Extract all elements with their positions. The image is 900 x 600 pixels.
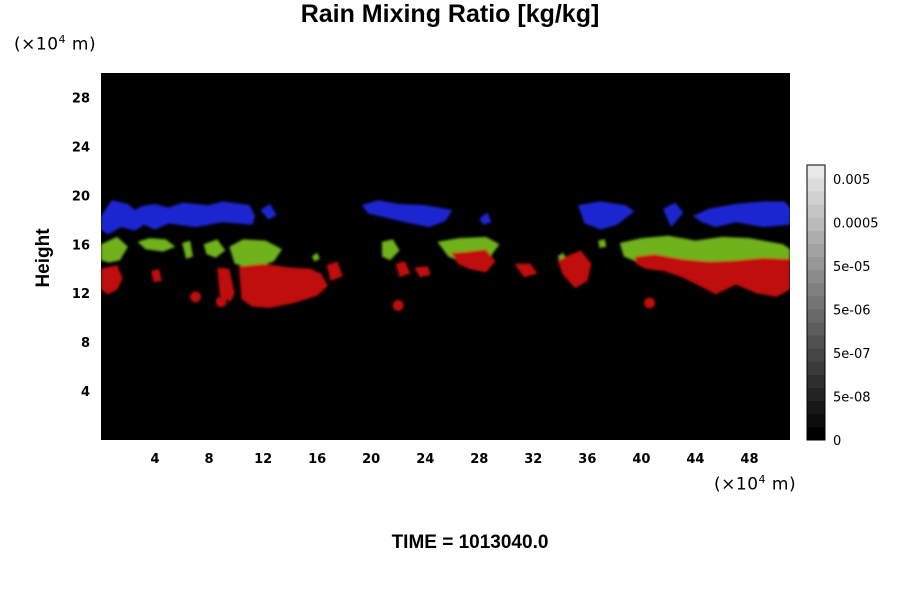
colorbar-label: 5e-08 <box>833 391 871 406</box>
region-green-12 <box>311 252 320 262</box>
x-unit-exponent: 4 <box>758 473 767 486</box>
region-red-20 <box>217 267 235 302</box>
colorbar-band <box>807 413 825 428</box>
region-green-7 <box>101 236 128 263</box>
region-red-22 <box>326 261 343 281</box>
colorbar-band <box>807 322 825 336</box>
colorbar-label: 5e-05 <box>833 260 871 275</box>
region-green-8 <box>137 238 176 252</box>
colorbar-band <box>807 400 825 415</box>
region-red-19 <box>151 268 162 283</box>
colorbar: 0 5e-08 5e-07 5e-06 5e-05 0.0005 0.005 <box>806 164 879 449</box>
colorbar-band <box>807 282 825 297</box>
region-green-16 <box>598 239 607 248</box>
x-tick-label: 4 <box>151 452 160 467</box>
colorbar-band <box>807 348 825 362</box>
region-green-13 <box>382 239 400 261</box>
colorbar-label: 0.005 <box>833 173 870 188</box>
region-red-24 <box>414 266 431 278</box>
colorbar-frame <box>806 164 826 441</box>
x-tick-label: 20 <box>362 452 380 467</box>
x-tick-label: 28 <box>470 452 488 467</box>
region-speck-2 <box>392 300 404 311</box>
rain-regions <box>101 200 790 311</box>
x-tick-label: 44 <box>686 452 704 467</box>
colorbar-label: 5e-06 <box>833 304 871 319</box>
colorbar-band <box>807 387 825 402</box>
x-tick-label: 32 <box>524 452 542 467</box>
colorbar-band <box>807 191 825 205</box>
x-tick-label: 36 <box>578 452 596 467</box>
y-tick-label: 20 <box>72 189 90 204</box>
region-green-11 <box>229 239 282 269</box>
time-label: TIME = 1013040.0 <box>391 532 549 553</box>
x-tick-label: 48 <box>740 452 758 467</box>
colorbar-band <box>807 243 825 257</box>
x-axis-unit: (×104 m) <box>714 473 796 495</box>
region-blue-2 <box>361 200 453 228</box>
x-tick-label: 24 <box>416 452 434 467</box>
colorbar-band <box>807 309 825 323</box>
y-axis-unit: (×104 m) <box>14 33 96 55</box>
chart-title: Rain Mixing Ratio [kg/kg] <box>300 0 600 28</box>
x-tick-label: 40 <box>632 452 650 467</box>
y-tick-label: 4 <box>81 385 90 400</box>
region-red-25 <box>450 249 496 273</box>
region-blue-3 <box>479 212 492 225</box>
region-red-21 <box>238 263 328 308</box>
x-tick-label: 8 <box>205 452 214 467</box>
colorbar-band <box>807 178 825 192</box>
region-blue-0 <box>101 200 255 235</box>
y-unit-base: (×10 <box>14 34 59 55</box>
y-tick-label: 12 <box>72 287 90 302</box>
y-tick-label: 24 <box>72 140 90 155</box>
colorbar-band <box>807 256 825 271</box>
region-blue-1 <box>260 203 277 220</box>
region-blue-5 <box>663 202 684 228</box>
y-unit-tail: m) <box>66 34 97 55</box>
colorbar-band <box>807 217 825 231</box>
region-green-9 <box>182 240 193 259</box>
colorbar-band <box>807 295 825 310</box>
y-tick-label: 28 <box>72 91 90 106</box>
region-blue-4 <box>577 201 635 230</box>
region-red-18 <box>101 265 123 295</box>
y-unit-exponent: 4 <box>58 33 67 46</box>
x-unit-base: (×10 <box>714 474 759 495</box>
y-axis-ticks: 4 8 12 16 20 24 28 <box>72 91 90 400</box>
x-unit-tail: m) <box>766 474 797 495</box>
region-speck-0 <box>190 291 201 303</box>
region-speck-1 <box>215 296 227 308</box>
region-red-26 <box>514 263 538 278</box>
x-axis-ticks: 4 8 12 16 20 24 28 32 36 40 44 48 <box>151 452 759 467</box>
x-tick-label: 16 <box>308 452 326 467</box>
colorbar-band <box>807 204 825 218</box>
y-tick-label: 16 <box>72 238 90 253</box>
colorbar-label: 0 <box>833 434 841 449</box>
colorbar-band <box>807 361 825 375</box>
colorbar-band <box>807 165 825 179</box>
region-blue-6 <box>692 201 790 228</box>
colorbar-label: 0.0005 <box>833 217 879 232</box>
colorbar-band <box>807 230 825 244</box>
colorbar-band <box>807 426 825 441</box>
colorbar-band <box>807 335 825 349</box>
region-red-23 <box>395 261 411 278</box>
region-red-28 <box>634 254 790 297</box>
region-speck-3 <box>644 297 655 309</box>
colorbar-label: 5e-07 <box>833 347 871 362</box>
region-red-27 <box>557 250 592 289</box>
colorbar-band <box>807 374 825 388</box>
y-tick-label: 8 <box>81 336 90 351</box>
region-green-10 <box>203 239 226 258</box>
colorbar-band <box>807 269 825 284</box>
x-tick-label: 12 <box>254 452 272 467</box>
